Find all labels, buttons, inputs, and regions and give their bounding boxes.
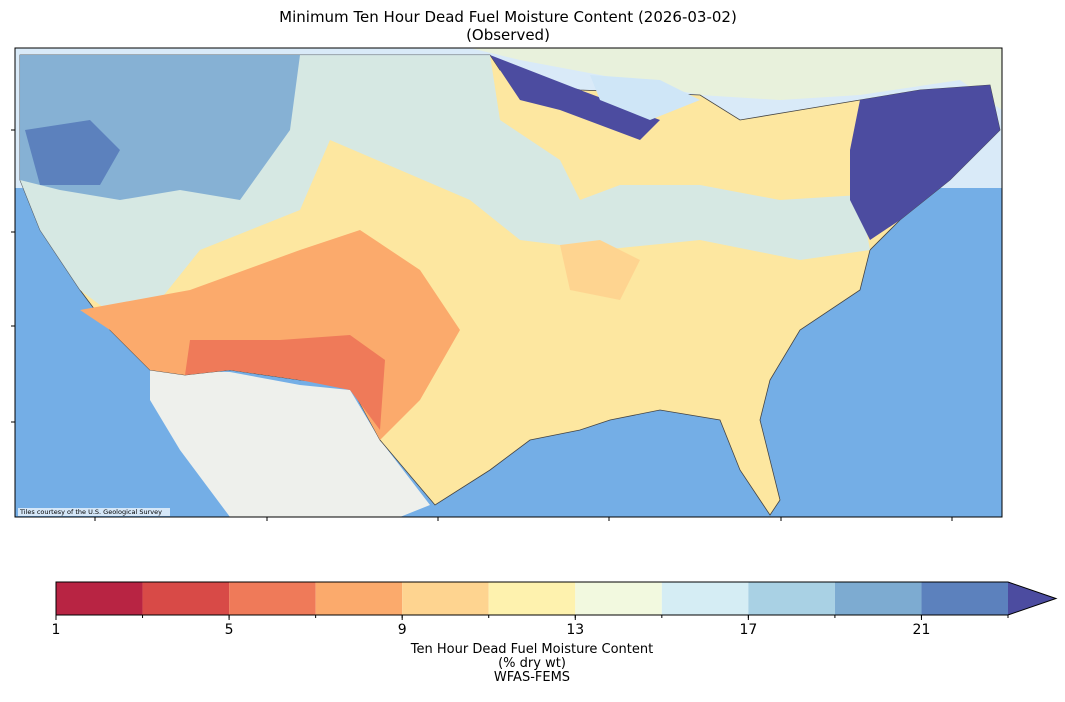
map: Tiles courtesy of the U.S. Geological Su… (11, 47, 1003, 521)
colorbar-segment (748, 582, 835, 615)
frame-ticks (11, 129, 953, 521)
great-lakes (590, 75, 700, 120)
mexico (150, 370, 430, 517)
map-title: Minimum Ten Hour Dead Fuel Moisture Cont… (279, 8, 737, 26)
midsouth (560, 240, 640, 300)
frame (14, 47, 1003, 518)
colorbar-tick-label: 21 (913, 622, 931, 638)
colorbar-segment (921, 582, 1008, 615)
map-subtitle: (Observed) (466, 26, 550, 44)
canada (470, 48, 1002, 110)
attribution: Tiles courtesy of the U.S. Geological Su… (19, 508, 162, 516)
colorbar-outline (55, 581, 1058, 616)
upper-midwest (490, 55, 660, 140)
colorbar-segment (575, 582, 662, 615)
colorbar-segment (142, 582, 230, 615)
attribution-bg (18, 508, 170, 516)
northwest-core (25, 120, 120, 185)
colorbar-tick-label: 9 (398, 622, 407, 638)
colorbar-label: WFAS-FEMS (494, 670, 570, 685)
colorbar-tick-label: 1 (52, 622, 61, 638)
colorbar-extend (1008, 582, 1056, 615)
colorbar-segment (56, 582, 143, 615)
colorbar-tick-label: 5 (225, 622, 234, 638)
colorbar-segment (834, 582, 922, 615)
colorbar: 1 5 9 13 17 21 Ten Hour Dead Fuel Moisture Con… (52, 581, 1058, 685)
colorbar-segment (229, 582, 316, 615)
colorbar-segment (315, 582, 403, 615)
colorbar-tick-label: 13 (566, 622, 584, 638)
colorbar-segment (661, 582, 749, 615)
colorbar-segment (402, 582, 489, 615)
colorbar-label: (% dry wt) (498, 656, 566, 671)
colorbar-segment (488, 582, 576, 615)
northeast (850, 85, 1000, 240)
colorbar-tick-label: 17 (739, 622, 757, 638)
colorbar-label: Ten Hour Dead Fuel Moisture Content (410, 642, 653, 657)
southwest-core (185, 335, 385, 430)
